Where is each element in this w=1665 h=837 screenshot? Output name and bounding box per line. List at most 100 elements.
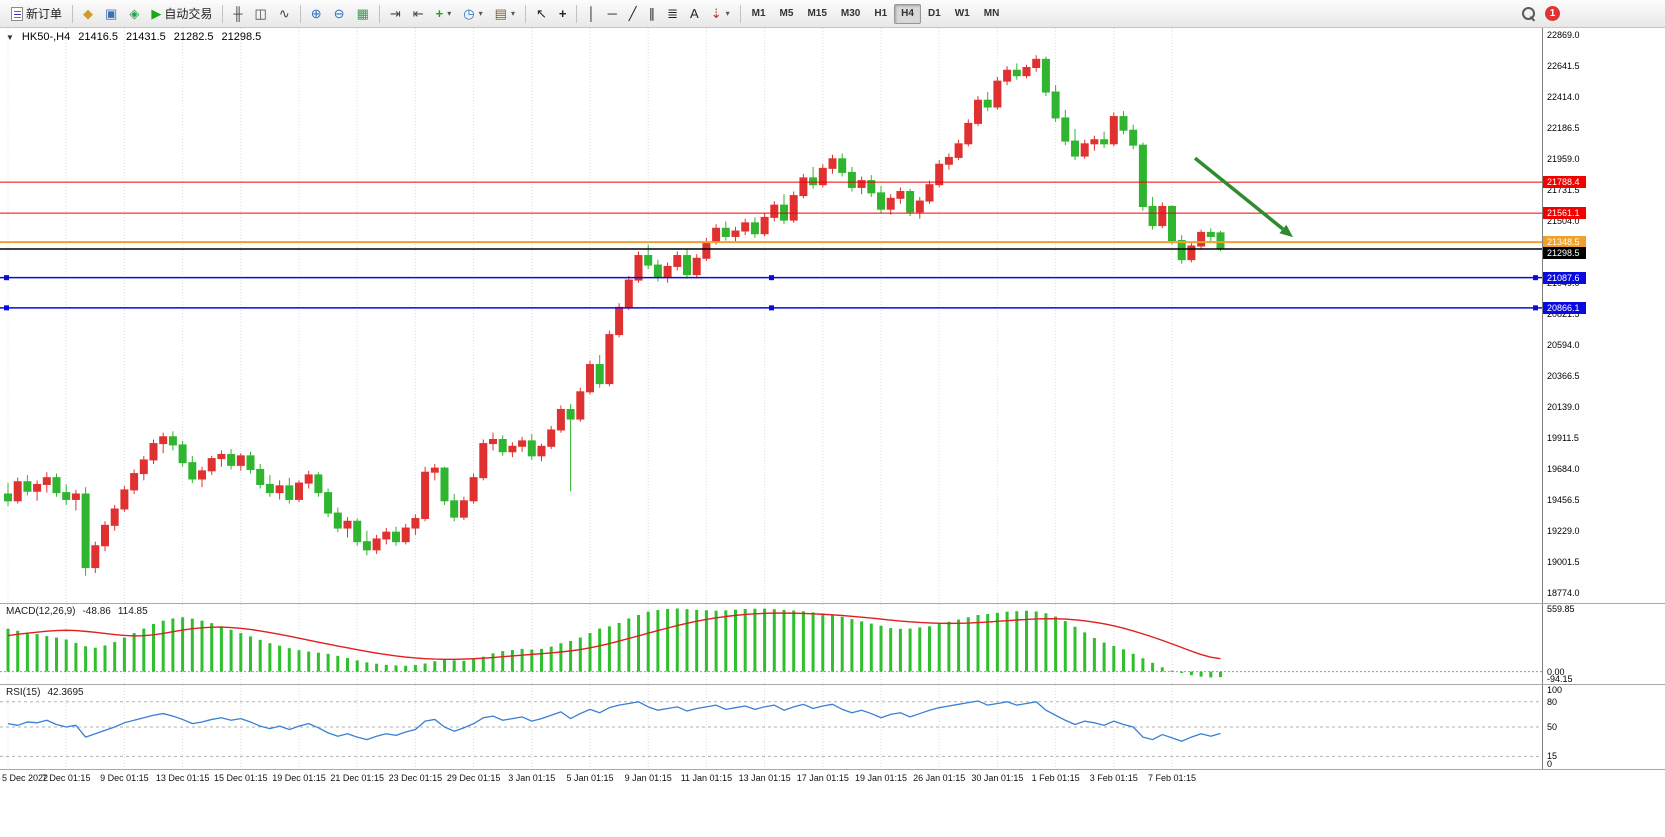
chart-shift-button[interactable]: ⇤ bbox=[407, 3, 430, 25]
line-chart-button[interactable]: ∿ bbox=[273, 3, 296, 25]
candle-body bbox=[828, 158, 837, 169]
timeframe-button-m30[interactable]: M30 bbox=[840, 8, 861, 19]
timeframe-button-mn[interactable]: MN bbox=[983, 8, 1000, 19]
candlestick-chart-button[interactable]: ◫ bbox=[249, 3, 273, 25]
line-handle[interactable] bbox=[1533, 305, 1538, 311]
candle-body bbox=[789, 195, 798, 221]
panel-separator[interactable] bbox=[0, 769, 1665, 770]
macd-bar bbox=[734, 609, 737, 672]
candle-body bbox=[23, 481, 32, 492]
panel-separator[interactable] bbox=[0, 603, 1665, 604]
candle-body bbox=[1061, 117, 1070, 142]
macd-axis-label: -94.15 bbox=[1547, 674, 1573, 684]
macd-bar bbox=[666, 608, 670, 672]
candle-body bbox=[168, 436, 177, 446]
notification-badge[interactable]: 1 bbox=[1545, 6, 1560, 21]
timeframe-button-h1[interactable]: H1 bbox=[874, 8, 888, 19]
crosshair-button[interactable]: + bbox=[553, 3, 573, 25]
macd-bar bbox=[93, 647, 97, 672]
high-value: 21431.5 bbox=[125, 31, 166, 43]
zoom-out-button[interactable]: ⊖ bbox=[328, 3, 351, 25]
timeframe-button-d1[interactable]: D1 bbox=[927, 8, 941, 19]
time-axis-label: 13 Dec 01:15 bbox=[155, 773, 210, 783]
vertical-line-button[interactable]: │ bbox=[581, 3, 601, 25]
time-axis-label: 21 Dec 01:15 bbox=[330, 773, 384, 783]
price-axis[interactable]: 22869.0 22641.5 22414.0 22186.5 21959.0 21731… bbox=[1542, 28, 1612, 603]
candle-body bbox=[1100, 139, 1109, 145]
line-handle[interactable] bbox=[769, 305, 774, 311]
horizontal-line-button[interactable]: ─ bbox=[602, 3, 623, 25]
macd-chart[interactable] bbox=[0, 604, 1542, 684]
line-handle[interactable] bbox=[1533, 275, 1538, 281]
cursor-button[interactable]: ↖ bbox=[530, 3, 553, 25]
timeframe-button-w1[interactable]: W1 bbox=[954, 8, 970, 19]
candle-body bbox=[683, 255, 691, 276]
arrows-button[interactable]: ⇣ ▾ bbox=[705, 3, 736, 25]
templates-button[interactable]: ▤ ▾ bbox=[489, 3, 521, 25]
navigator-button[interactable]: ◈ bbox=[123, 3, 145, 25]
candle-body bbox=[401, 527, 410, 543]
market-watch-button[interactable]: ◆ bbox=[77, 3, 99, 25]
candle-body bbox=[207, 458, 216, 472]
navigator-icon: ◈ bbox=[129, 6, 140, 21]
trend-arrow[interactable] bbox=[1193, 156, 1284, 231]
auto-trading-button-label: 自动交易 bbox=[164, 7, 213, 21]
vertical-line-icon: │ bbox=[587, 6, 596, 21]
auto-trading-button[interactable]: ▶ 自动交易 bbox=[145, 3, 218, 25]
periods-button[interactable]: ◷ ▾ bbox=[457, 3, 488, 25]
time-axis[interactable]: 5 Dec 2022 7 Dec 01:15 9 Dec 01:15 13 Dec 0… bbox=[0, 770, 1542, 788]
search-icon[interactable] bbox=[1522, 6, 1536, 21]
candle-body bbox=[1071, 140, 1079, 157]
candle-body bbox=[818, 167, 827, 186]
candle-body bbox=[877, 192, 885, 210]
macd-bar bbox=[1122, 649, 1125, 672]
macd-bar bbox=[646, 611, 650, 672]
auto-scroll-button[interactable]: ⇥ bbox=[384, 3, 407, 25]
new-order-button[interactable]: 新订单 bbox=[5, 3, 68, 25]
fibonacci-button[interactable]: ≣ bbox=[661, 3, 684, 25]
bar-chart-button[interactable]: ╫ bbox=[227, 3, 248, 25]
channel-button[interactable]: ∥ bbox=[643, 3, 662, 25]
candle-body bbox=[421, 471, 430, 520]
candle-body bbox=[110, 508, 119, 526]
text-button[interactable]: A bbox=[684, 3, 705, 25]
timeframe-button-h4[interactable]: H4 bbox=[894, 3, 921, 24]
line-handle[interactable] bbox=[769, 275, 774, 281]
macd-bar bbox=[743, 608, 747, 672]
rsi-panel[interactable]: RSI(15) 42.3695 100 80 50 15 0 bbox=[0, 685, 1665, 769]
data-window-button[interactable]: ▣ bbox=[99, 3, 123, 25]
macd-bar bbox=[25, 632, 29, 672]
tile-windows-button[interactable]: ▦ bbox=[351, 3, 375, 25]
macd-bar bbox=[472, 659, 476, 672]
macd-bar bbox=[1102, 642, 1106, 672]
candle-body bbox=[1022, 67, 1031, 77]
timeframe-button-m1[interactable]: M1 bbox=[751, 8, 766, 19]
trendline-icon: ╱ bbox=[628, 6, 637, 21]
candle-body bbox=[1109, 116, 1118, 145]
candle-body bbox=[653, 264, 662, 278]
line-handle[interactable] bbox=[4, 305, 9, 311]
rsi-value: 42.3695 bbox=[47, 687, 84, 698]
line-handle[interactable] bbox=[4, 275, 9, 281]
macd-bar bbox=[831, 614, 834, 672]
rsi-chart[interactable] bbox=[0, 685, 1542, 769]
candle-body bbox=[198, 470, 206, 480]
candle-body bbox=[857, 180, 866, 188]
macd-bar bbox=[510, 649, 514, 672]
candle-body bbox=[964, 122, 973, 145]
macd-bar bbox=[55, 637, 58, 672]
zoom-in-button[interactable]: ⊕ bbox=[305, 3, 328, 25]
panel-separator[interactable] bbox=[0, 684, 1665, 685]
price-chart-panel[interactable]: ▼ HK50-,H4 21416.5 21431.5 21282.5 21298… bbox=[0, 28, 1665, 603]
macd-panel[interactable]: MACD(12,26,9) -48.86 114.85 559.85 0.00 -9… bbox=[0, 604, 1665, 684]
timeframe-button-m15[interactable]: M15 bbox=[807, 8, 827, 19]
macd-header: MACD(12,26,9) -48.86 114.85 bbox=[6, 606, 148, 617]
candlestick-chart[interactable] bbox=[0, 28, 1542, 603]
trend-arrow-head[interactable] bbox=[1279, 224, 1293, 238]
macd-bar bbox=[452, 660, 456, 672]
open-value: 21416.5 bbox=[78, 31, 118, 43]
timeframe-button-m5[interactable]: M5 bbox=[779, 8, 794, 19]
trendline-button[interactable]: ╱ bbox=[623, 3, 643, 25]
indicators-button[interactable]: + ▾ bbox=[430, 3, 458, 25]
collapse-triangle-icon[interactable]: ▼ bbox=[6, 32, 14, 42]
